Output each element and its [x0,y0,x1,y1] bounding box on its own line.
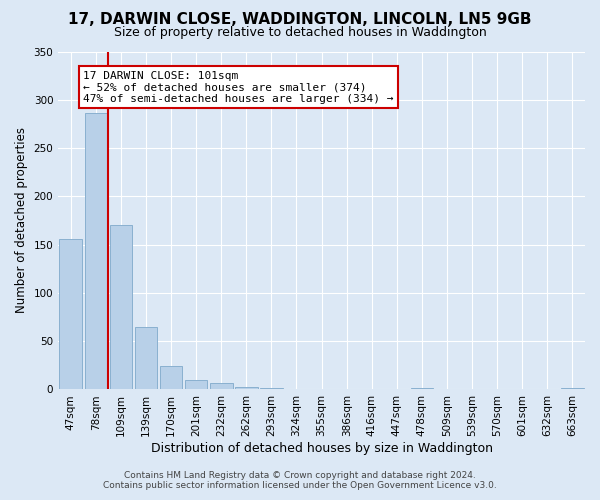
Text: Size of property relative to detached houses in Waddington: Size of property relative to detached ho… [113,26,487,39]
X-axis label: Distribution of detached houses by size in Waddington: Distribution of detached houses by size … [151,442,493,455]
Bar [134,326,157,390]
Y-axis label: Number of detached properties: Number of detached properties [15,128,28,314]
Text: 17 DARWIN CLOSE: 101sqm
← 52% of detached houses are smaller (374)
47% of semi-d: 17 DARWIN CLOSE: 101sqm ← 52% of detache… [83,71,394,104]
Bar [160,366,182,390]
Bar [59,239,82,390]
Bar [85,114,107,390]
Bar [110,226,132,390]
Text: 17, DARWIN CLOSE, WADDINGTON, LINCOLN, LN5 9GB: 17, DARWIN CLOSE, WADDINGTON, LINCOLN, L… [68,12,532,28]
Bar [260,388,283,390]
Bar [210,382,233,390]
Text: Contains HM Land Registry data © Crown copyright and database right 2024.
Contai: Contains HM Land Registry data © Crown c… [103,470,497,490]
Bar [235,386,257,390]
Bar [561,388,584,390]
Bar [410,388,433,390]
Bar [185,380,208,390]
